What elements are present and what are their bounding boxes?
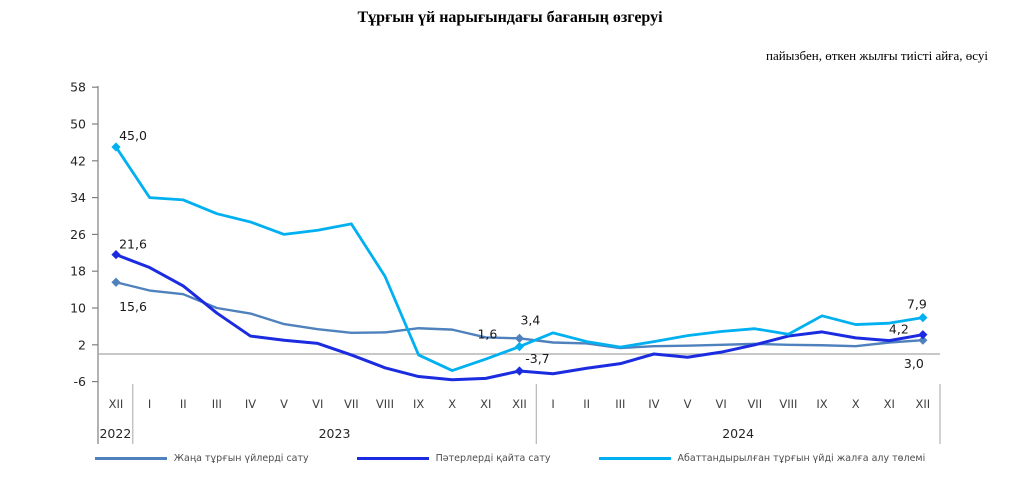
month-label: VII: [747, 397, 762, 411]
y-axis-label: 2: [78, 337, 86, 352]
data-label-rent-payment: 7,9: [907, 297, 927, 312]
month-label: V: [280, 397, 288, 411]
month-label: XII: [916, 397, 931, 411]
series-line-apartment-resale: [114, 253, 925, 382]
month-label: VIII: [376, 397, 394, 411]
month-label: IV: [245, 397, 256, 411]
legend-swatch-apartment-resale: [356, 457, 429, 460]
month-label: VII: [344, 397, 359, 411]
legend-label-rent-payment: Абаттандырылған тұрғын үйді жалға алу тө…: [677, 453, 926, 464]
month-label: I: [551, 397, 554, 411]
series-marker-new-housing-sales: [514, 333, 525, 343]
month-label: IV: [648, 397, 659, 411]
month-label: VI: [716, 397, 727, 411]
legend-swatch-rent-payment: [598, 457, 671, 460]
legend-item-rent-payment: Абаттандырылған тұрғын үйді жалға алу тө…: [598, 453, 926, 464]
data-label-new-housing-sales: 3,4: [520, 312, 540, 327]
month-label: XII: [109, 397, 124, 411]
y-axis-label: -6: [74, 374, 87, 389]
month-label: XI: [480, 397, 491, 411]
year-label: 2022: [99, 426, 131, 441]
series-marker-apartment-resale: [918, 330, 928, 340]
y-axis-label: 58: [70, 80, 86, 95]
series-marker-rent-payment: [514, 342, 525, 352]
legend-item-apartment-resale: Пәтерлерді қайта сату: [356, 453, 551, 464]
data-label-apartment-resale: 21,6: [119, 237, 147, 252]
month-label: XII: [512, 397, 527, 411]
series-marker-rent-payment: [111, 142, 121, 152]
series-marker-rent-payment: [918, 313, 928, 323]
month-label: VIII: [779, 397, 797, 411]
data-label-rent-payment: 45,0: [119, 128, 147, 143]
month-label: I: [148, 397, 151, 411]
month-label: II: [583, 397, 590, 411]
y-axis-label: 10: [70, 301, 86, 316]
y-axis-label: 26: [70, 227, 86, 242]
y-axis-label: 18: [70, 264, 86, 279]
month-label: IX: [413, 397, 424, 411]
year-label: 2023: [319, 426, 351, 441]
legend-label-apartment-resale: Пәтерлерді қайта сату: [435, 453, 551, 464]
chart-legend: Жаңа тұрғын үйлерді сату Пәтерлерді қайта…: [0, 453, 1020, 464]
legend-label-new-housing-sales: Жаңа тұрғын үйлерді сату: [173, 453, 309, 464]
year-label: 2024: [722, 426, 754, 441]
data-label-apartment-resale: 4,2: [889, 322, 909, 337]
legend-item-new-housing-sales: Жаңа тұрғын үйлерді сату: [94, 453, 309, 464]
series-marker-new-housing-sales: [918, 335, 928, 345]
month-label: V: [684, 397, 692, 411]
data-label-new-housing-sales: 15,6: [119, 299, 147, 314]
month-label: II: [180, 397, 187, 411]
chart-title: Тұрғын үй нарығындағы бағаның өзгеруі: [357, 9, 663, 26]
chart-subtitle: пайызбен, өткен жылғы тиісті айға, өсуі: [766, 48, 988, 63]
series-marker-apartment-resale: [514, 366, 525, 376]
month-label: III: [212, 397, 222, 411]
month-label: X: [852, 397, 860, 411]
y-axis-label: 34: [70, 190, 86, 205]
legend-swatch-new-housing-sales: [94, 457, 167, 460]
series-marker-new-housing-sales: [111, 277, 121, 287]
month-label: III: [615, 397, 625, 411]
month-label: XI: [884, 397, 895, 411]
data-label-rent-payment: 1,6: [477, 327, 497, 342]
data-label-apartment-resale: -3,7: [525, 351, 549, 366]
month-label: VI: [312, 397, 323, 411]
month-label: IX: [816, 397, 827, 411]
y-axis-label: 50: [70, 117, 86, 132]
y-axis-label: 42: [70, 153, 86, 168]
month-label: X: [448, 397, 456, 411]
data-label-new-housing-sales: 3,0: [904, 356, 924, 371]
